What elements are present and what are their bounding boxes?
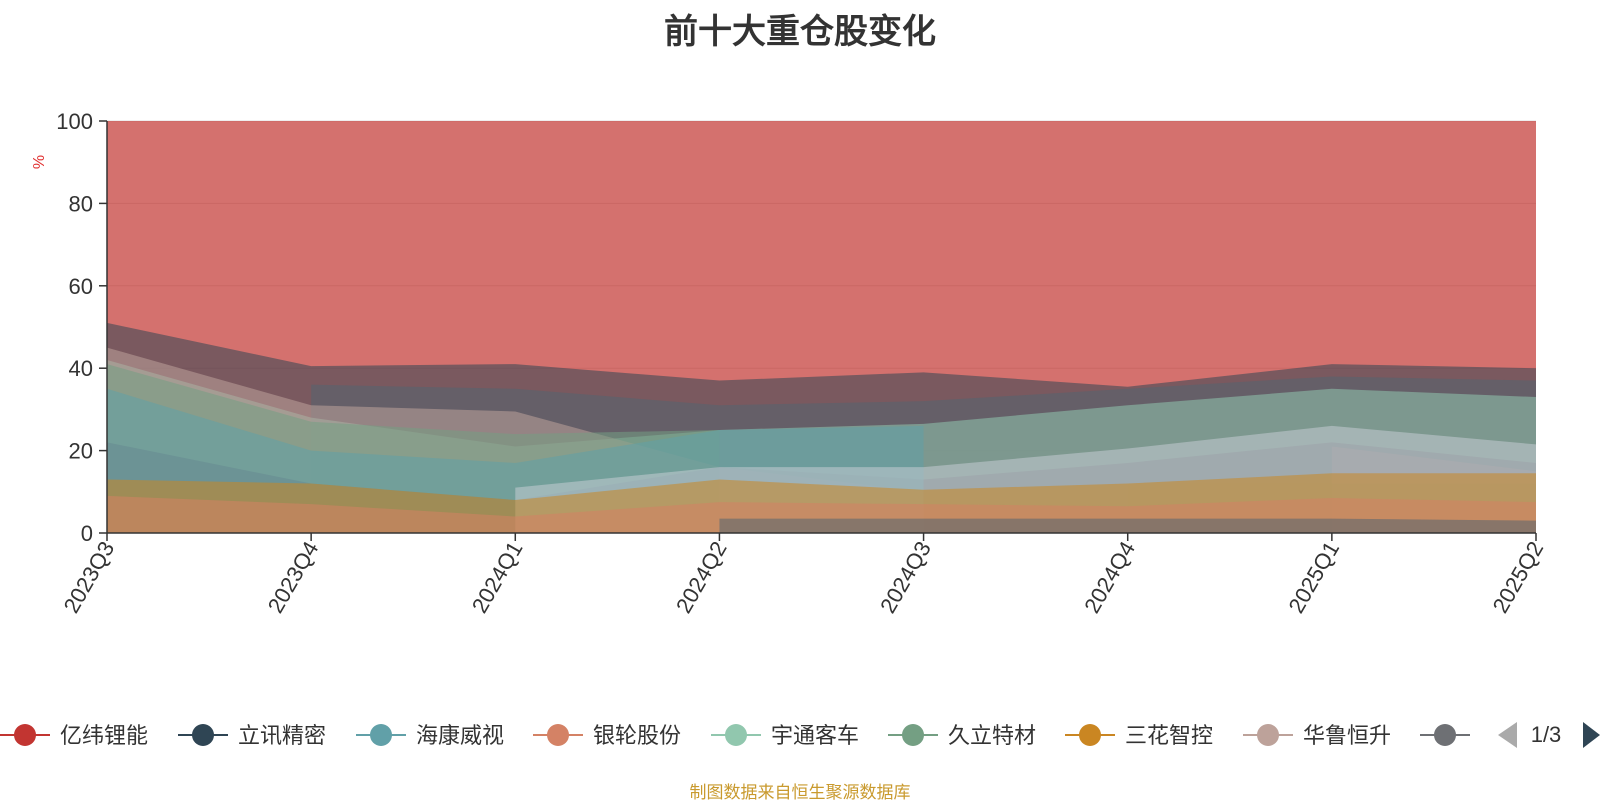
legend-item[interactable]: 华鲁恒升 — [1243, 723, 1391, 748]
x-tick-label: 2024Q2 — [671, 537, 732, 617]
legend-marker-icon — [547, 724, 569, 746]
legend-label: 华鲁恒升 — [1303, 723, 1391, 748]
x-tick-label: 2025Q2 — [1488, 537, 1549, 617]
legend-label: 三花智控 — [1125, 723, 1213, 748]
legend-label: 亿纬锂能 — [60, 723, 148, 748]
area-series-layer[interactable] — [107, 121, 1537, 533]
legend-label: 银轮股份 — [593, 723, 681, 748]
legend-marker-icon — [902, 724, 924, 746]
legend-prev-arrow-icon[interactable] — [1498, 722, 1517, 748]
legend-page-indicator: 1/3 — [1531, 722, 1562, 747]
legend-item[interactable]: 三花智控 — [1065, 723, 1213, 748]
legend-item[interactable]: 宇通客车 — [711, 723, 859, 748]
legend-marker-icon — [725, 724, 747, 746]
y-tick-label: 0 — [81, 521, 93, 546]
x-tick-label: 2024Q1 — [467, 537, 528, 617]
y-tick-label: 60 — [69, 274, 93, 299]
y-axis-label: % — [31, 155, 48, 169]
legend-label: 立讯精密 — [238, 723, 326, 748]
y-tick-label: 40 — [69, 356, 93, 381]
legend-item[interactable]: 亿纬锂能 — [0, 723, 148, 748]
legend-item[interactable]: 银轮股份 — [533, 723, 681, 748]
legend-next-arrow-icon[interactable] — [1583, 722, 1600, 748]
legend-label: 久立特材 — [948, 723, 1036, 748]
x-tick-label: 2024Q3 — [875, 537, 936, 617]
area-extra-3[interactable] — [719, 518, 1536, 533]
legend-marker-icon — [1434, 724, 1456, 746]
y-tick-label: 80 — [69, 191, 93, 216]
legend-item[interactable]: 久立特材 — [888, 723, 1036, 748]
legend-label: 宇通客车 — [771, 723, 859, 748]
legend-pager[interactable]: 1/3 — [1498, 722, 1600, 748]
legend-label: 海康威视 — [416, 723, 504, 748]
legend-item[interactable]: 立讯精密 — [178, 723, 326, 748]
legend-marker-icon — [370, 724, 392, 746]
legend-item[interactable] — [1420, 724, 1470, 746]
legend-marker-icon — [192, 724, 214, 746]
x-tick-label: 2023Q4 — [263, 537, 324, 617]
x-tick-label: 2025Q1 — [1283, 537, 1344, 617]
legend-item[interactable]: 海康威视 — [356, 723, 504, 748]
x-tick-label: 2023Q3 — [59, 537, 120, 617]
legend[interactable]: 亿纬锂能 立讯精密 海康威视 银轮股份 宇通客车 久立特材 三花智控 华鲁恒升 — [0, 723, 1470, 748]
source-note: 制图数据来自恒生聚源数据库 — [689, 783, 911, 802]
y-tick-label: 20 — [69, 439, 93, 464]
legend-marker-icon — [14, 724, 36, 746]
y-tick-label: 100 — [56, 109, 93, 134]
chart-title: 前十大重仓股变化 — [664, 13, 936, 51]
legend-marker-icon — [1079, 724, 1101, 746]
legend-marker-icon — [1257, 724, 1279, 746]
x-tick-label: 2024Q4 — [1079, 537, 1140, 617]
